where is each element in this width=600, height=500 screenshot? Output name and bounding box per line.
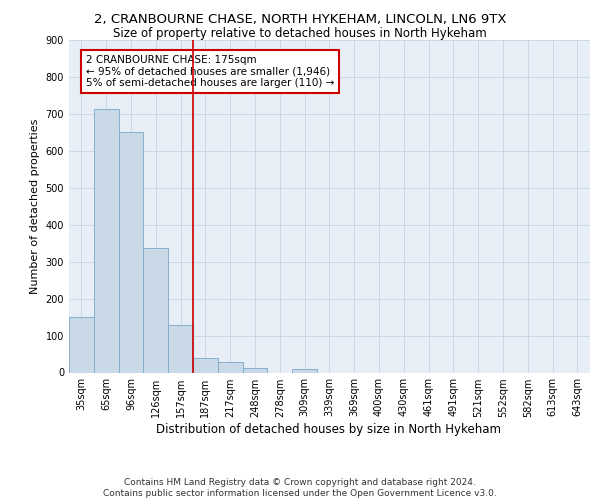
Bar xyxy=(193,358,218,372)
Text: Contains HM Land Registry data © Crown copyright and database right 2024.
Contai: Contains HM Land Registry data © Crown c… xyxy=(103,478,497,498)
Bar xyxy=(143,248,168,372)
Y-axis label: Number of detached properties: Number of detached properties xyxy=(30,118,40,294)
Text: Distribution of detached houses by size in North Hykeham: Distribution of detached houses by size … xyxy=(156,422,502,436)
Bar xyxy=(119,132,143,372)
Text: Size of property relative to detached houses in North Hykeham: Size of property relative to detached ho… xyxy=(113,28,487,40)
Bar xyxy=(292,369,317,372)
Text: 2, CRANBOURNE CHASE, NORTH HYKEHAM, LINCOLN, LN6 9TX: 2, CRANBOURNE CHASE, NORTH HYKEHAM, LINC… xyxy=(94,12,506,26)
Text: 2 CRANBOURNE CHASE: 175sqm
← 95% of detached houses are smaller (1,946)
5% of se: 2 CRANBOURNE CHASE: 175sqm ← 95% of deta… xyxy=(86,55,334,88)
Bar xyxy=(94,108,119,372)
Bar xyxy=(218,362,242,372)
Bar xyxy=(242,368,268,372)
Bar xyxy=(69,317,94,372)
Bar xyxy=(168,325,193,372)
